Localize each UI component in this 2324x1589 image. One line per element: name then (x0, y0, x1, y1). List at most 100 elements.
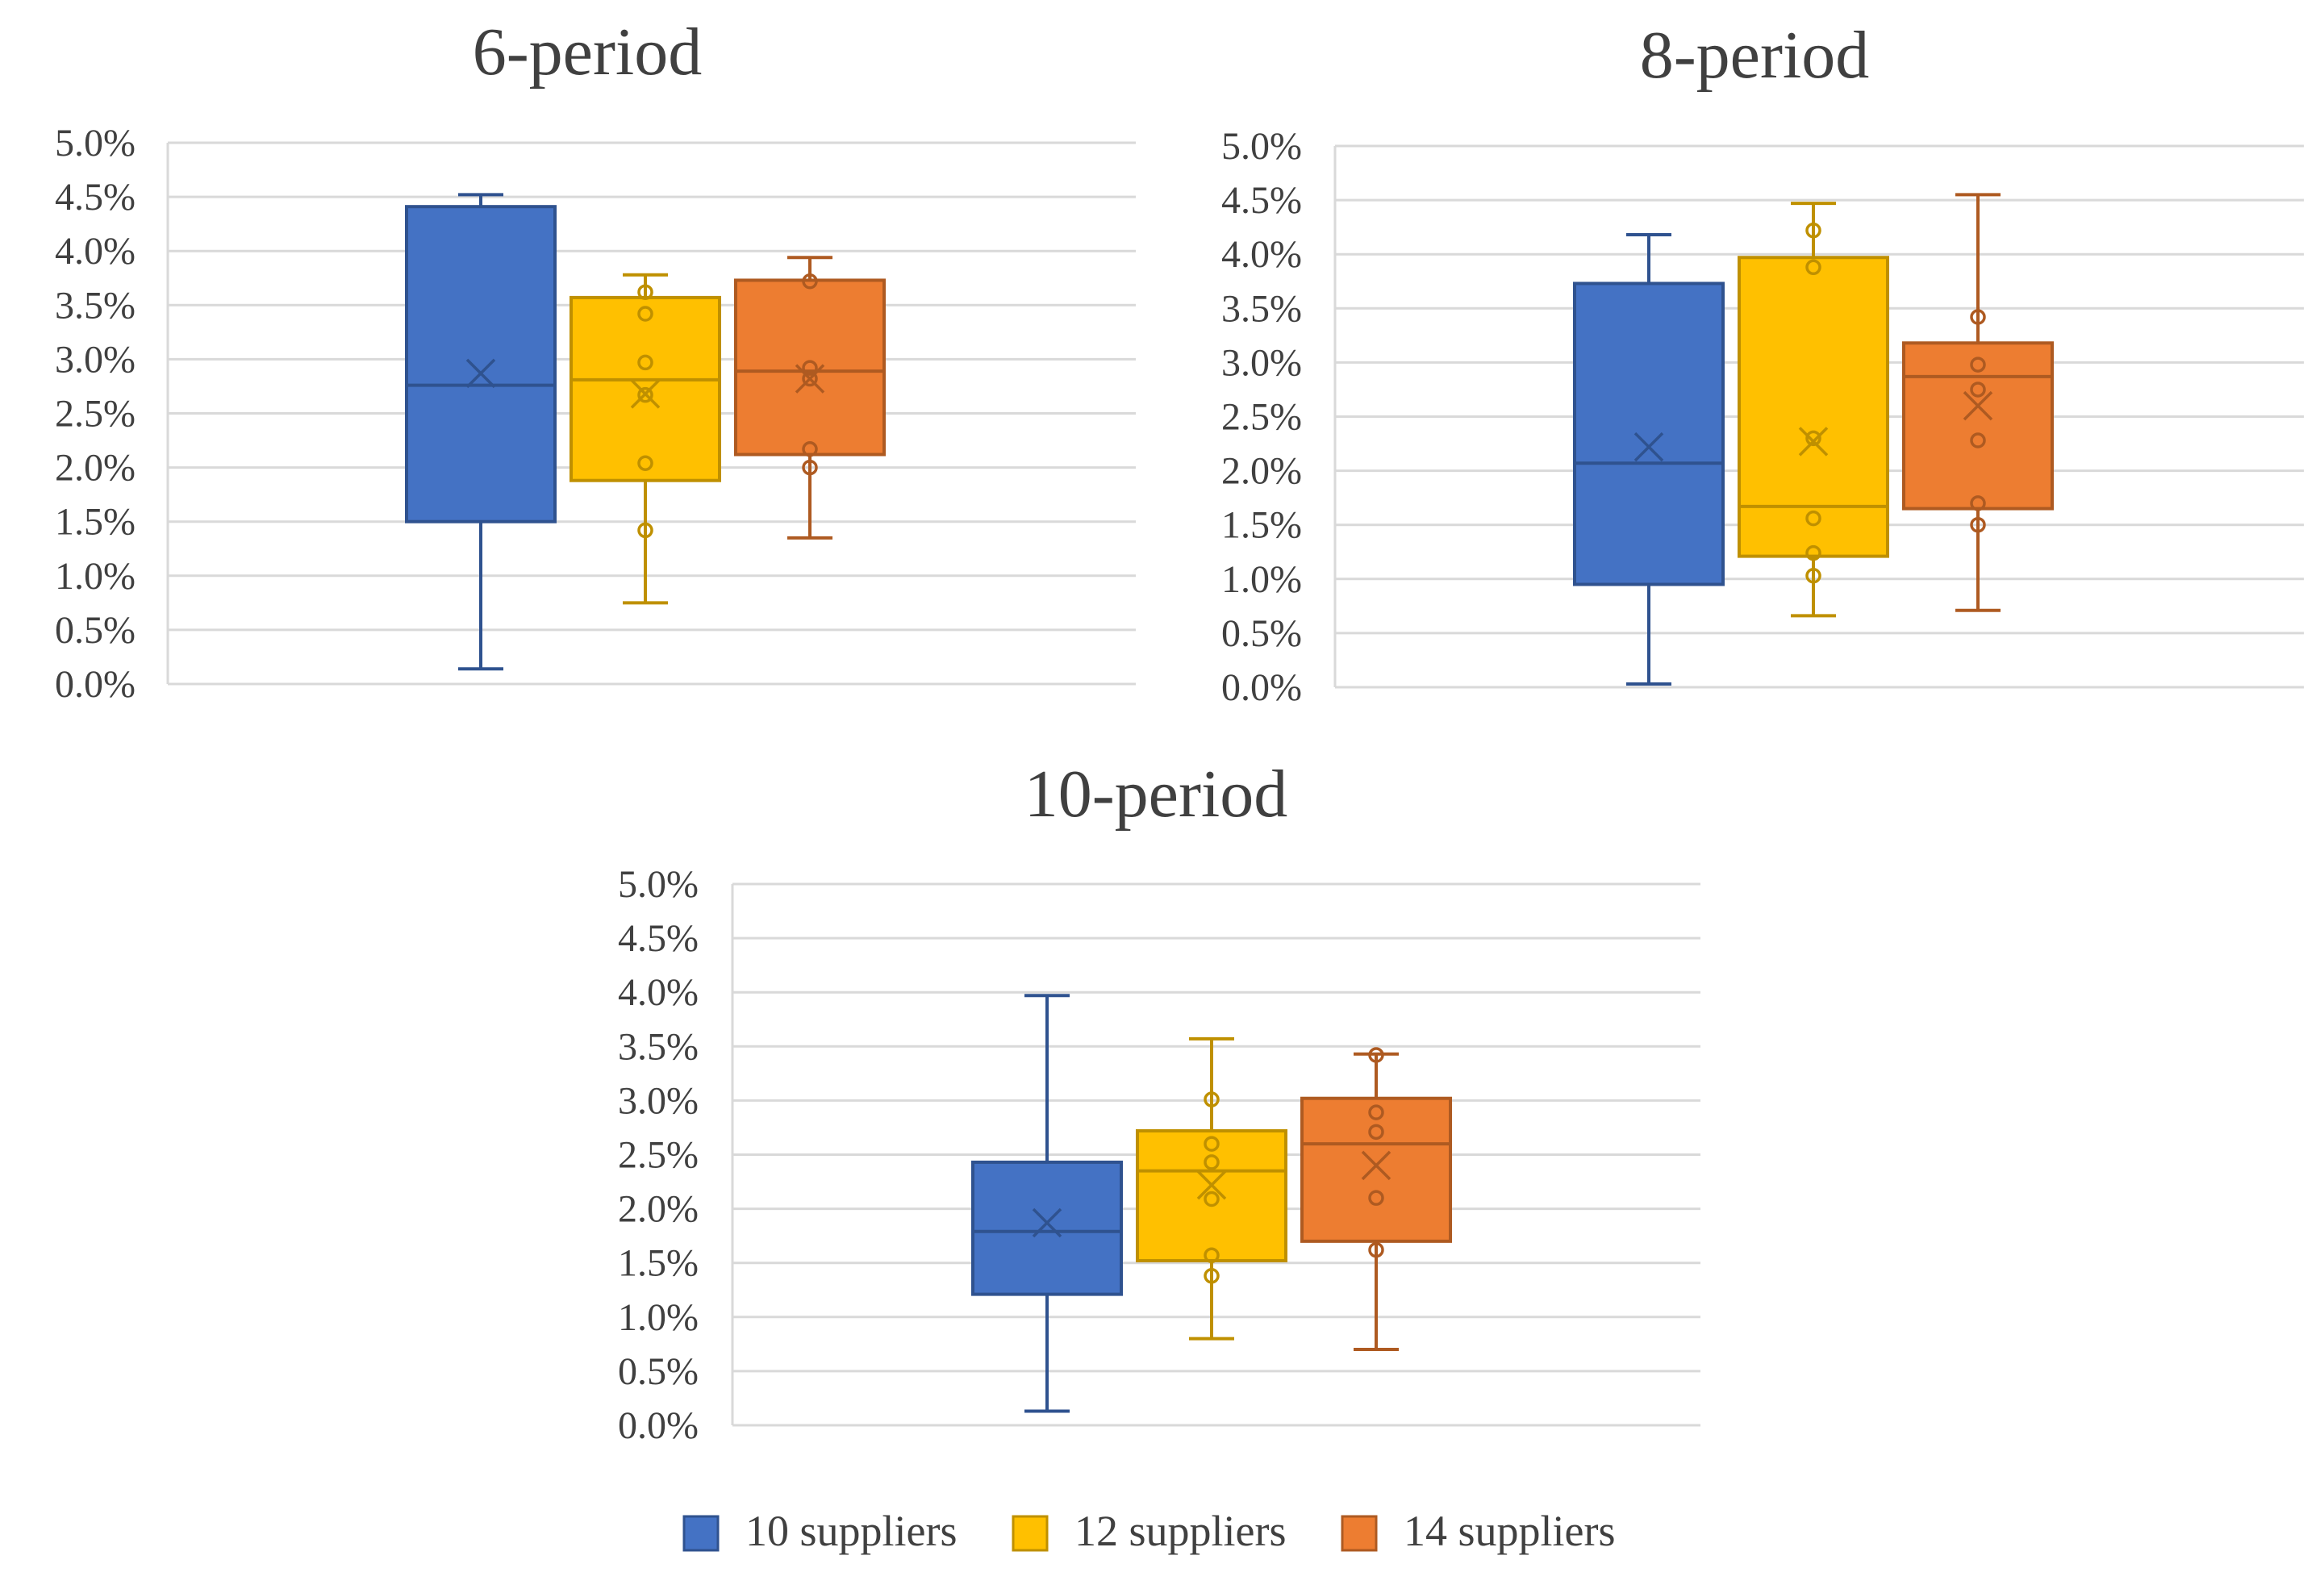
chart-title: 8-period (1640, 18, 1870, 93)
y-tick-label: 1.5% (1221, 504, 1302, 547)
data-point (1368, 1241, 1384, 1258)
y-tick-label: 2.5% (1221, 396, 1302, 439)
data-point (1204, 1268, 1220, 1284)
data-point (637, 354, 653, 371)
box-series-10-suppliers (405, 193, 557, 671)
data-point (1368, 1104, 1384, 1120)
data-point (1368, 1124, 1384, 1141)
data-point (1970, 432, 1986, 448)
mean-marker (1798, 427, 1829, 457)
data-point (1805, 510, 1821, 527)
y-tick-label: 4.5% (55, 176, 136, 219)
y-tick-label: 2.0% (55, 447, 136, 490)
box-series-12-suppliers (1136, 1036, 1287, 1341)
data-point (637, 284, 653, 300)
chart-panel-8-period: 8-period 0.0% 0.5% 1.0% 1.5% 2.0% 2.5% 3.0% 3.5%… (1221, 18, 2304, 709)
legend-swatch (1341, 1515, 1378, 1552)
data-point (802, 459, 818, 476)
mean-marker (1196, 1170, 1227, 1200)
y-tick-label: 3.5% (618, 1025, 699, 1068)
data-point (802, 360, 818, 376)
data-point (1204, 1091, 1220, 1107)
y-tick-label: 0.5% (1221, 612, 1302, 655)
box-series-10-suppliers (1573, 233, 1725, 686)
data-point (637, 522, 653, 539)
y-tick-label: 0.0% (618, 1404, 699, 1447)
box-iqr (1300, 1096, 1452, 1243)
y-tick-label: 3.0% (618, 1079, 699, 1122)
y-tick-label: 3.5% (1221, 287, 1302, 330)
data-point (637, 306, 653, 322)
y-tick-label: 3.0% (55, 338, 136, 381)
data-point (1204, 1136, 1220, 1152)
data-point (1805, 259, 1821, 276)
legend: 10 suppliers 12 suppliers 14 suppliers (682, 1507, 1616, 1555)
box-series-14-suppliers (1300, 1047, 1452, 1352)
y-tick-label: 1.5% (55, 501, 136, 544)
box-series-12-suppliers (570, 273, 721, 605)
box-series-14-suppliers (1902, 193, 2054, 612)
y-tick-label: 4.0% (618, 971, 699, 1014)
data-point (1970, 382, 1986, 398)
y-tick-label: 0.0% (1221, 666, 1302, 709)
chart-title: 10-period (1024, 757, 1288, 832)
data-point (1970, 516, 1986, 533)
y-tick-label: 4.5% (618, 917, 699, 960)
data-point (1805, 544, 1821, 561)
mean-marker (1032, 1207, 1062, 1238)
box-series-12-suppliers (1738, 202, 1889, 618)
y-tick-label: 4.0% (1221, 233, 1302, 276)
y-tick-label: 5.0% (618, 863, 699, 906)
legend-label: 10 suppliers (745, 1507, 958, 1555)
data-point (637, 386, 653, 403)
data-point (1970, 495, 1986, 511)
legend-label: 14 suppliers (1404, 1507, 1616, 1555)
data-point (1204, 1154, 1220, 1170)
y-tick-label: 0.5% (618, 1350, 699, 1393)
data-point (1204, 1247, 1220, 1264)
legend-label: 12 suppliers (1074, 1507, 1287, 1555)
mean-marker (1963, 390, 1993, 421)
data-point (802, 370, 818, 387)
data-point (802, 441, 818, 457)
legend-swatch (682, 1515, 720, 1552)
y-tick-label: 2.0% (618, 1188, 699, 1231)
chart-panel-6-period: 6-period 0.0% 0.5% 1.0% 1.5% 2.0% 2.5% 3.0% 3.5%… (55, 15, 1136, 706)
y-tick-label: 4.0% (55, 230, 136, 273)
data-point (802, 273, 818, 290)
y-tick-label: 1.0% (1221, 558, 1302, 601)
box-series-10-suppliers (971, 994, 1123, 1413)
chart-title: 6-period (473, 15, 703, 90)
y-tick-label: 2.0% (1221, 450, 1302, 493)
y-tick-label: 2.5% (618, 1134, 699, 1177)
data-point (1970, 357, 1986, 373)
box-iqr (405, 205, 557, 523)
data-point (1805, 222, 1821, 239)
box-series-14-suppliers (734, 256, 886, 540)
chart-panel-10-period: 10-period 0.0% 0.5% 1.0% 1.5% 2.0% 2.5% 3.0% 3.5… (618, 757, 1700, 1447)
y-tick-label: 5.0% (55, 122, 136, 165)
y-tick-label: 0.0% (55, 663, 136, 706)
y-tick-label: 1.5% (618, 1242, 699, 1285)
y-tick-label: 0.5% (55, 609, 136, 652)
data-point (1204, 1191, 1220, 1207)
data-point (1368, 1047, 1384, 1063)
y-tick-label: 1.0% (55, 555, 136, 598)
y-tick-label: 3.5% (55, 284, 136, 327)
box-iqr (1573, 282, 1725, 586)
data-point (1805, 568, 1821, 584)
box-iqr (1902, 341, 2054, 511)
mean-marker (465, 358, 496, 389)
mean-marker (630, 379, 661, 409)
y-tick-label: 4.5% (1221, 179, 1302, 222)
legend-swatch (1012, 1515, 1049, 1552)
box-iqr (971, 1160, 1123, 1296)
data-point (637, 455, 653, 471)
data-point (1970, 309, 1986, 325)
y-tick-label: 3.0% (1221, 341, 1302, 384)
y-tick-label: 5.0% (1221, 125, 1302, 168)
mean-marker (1361, 1150, 1391, 1181)
box-iqr (734, 278, 886, 457)
mean-marker (795, 364, 825, 394)
